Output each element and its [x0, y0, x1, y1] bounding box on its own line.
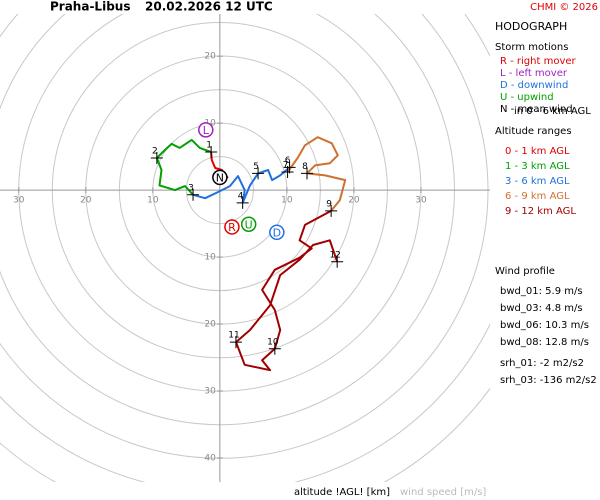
wind-trace	[235, 210, 339, 372]
height-label: 2	[152, 146, 158, 156]
x-tick-label: 20	[348, 196, 360, 206]
credit: CHMI © 2026	[530, 2, 598, 13]
legend-entry: 1 - 3 km AGL	[505, 161, 570, 172]
y-tick-label: 10	[204, 253, 216, 263]
height-marker	[281, 166, 294, 179]
height-marker	[325, 204, 338, 217]
x-tick-label: 30	[13, 196, 25, 206]
height-label: 3	[188, 183, 194, 193]
wind-profile-entry: bwd_03: 4.8 m/s	[500, 303, 583, 314]
legend-entry: 0 - 1 km AGL	[505, 146, 570, 157]
storm-motion-legend: N - mean wind	[500, 104, 573, 115]
x-tick-label: 10	[147, 196, 159, 206]
y-tick-label: 20	[204, 52, 216, 62]
height-label: 12	[329, 250, 340, 260]
height-label: 10	[267, 337, 279, 347]
height-marker	[187, 188, 200, 201]
chart-title: HODOGRAPH	[495, 20, 567, 33]
storm-motion-marker	[269, 224, 285, 241]
height-label: 8	[302, 162, 308, 172]
storm-motion-letter: L	[203, 124, 210, 137]
wind-profile-entry: bwd_08: 12.8 m/s	[500, 337, 589, 348]
station: Praha-Libus	[50, 0, 130, 14]
height-label: 1	[206, 140, 212, 150]
wind-trace	[155, 138, 212, 196]
storm-motion-legend: R - right mover	[500, 56, 577, 67]
altitude-title: Altitude ranges	[495, 126, 572, 137]
storm-motion-letter: D	[273, 226, 281, 239]
height-marker	[205, 145, 218, 158]
x-tick-label: 10	[281, 196, 293, 206]
x-tick-label: 30	[415, 196, 427, 206]
wind-profile-entry: srh_01: -2 m2/s2	[500, 358, 584, 369]
x-tick-label: 20	[80, 196, 92, 206]
wind-trace	[286, 136, 347, 212]
y-tick-label: 20	[204, 320, 216, 330]
wind-profile-title: Wind profile	[495, 266, 555, 277]
height-marker	[150, 151, 163, 164]
legend-entry: 9 - 12 km AGL	[505, 206, 576, 217]
height-marker	[229, 336, 242, 349]
storm-motion-legend: L - left mover	[500, 68, 568, 79]
height-marker	[301, 167, 314, 180]
wind-profile-entry: bwd_06: 10.3 m/s	[500, 320, 589, 331]
height-marker	[252, 167, 265, 180]
storm-motion-marker	[198, 122, 214, 138]
storm-motion-legend: D - downwind	[500, 80, 568, 91]
wind-profile-entry: bwd_01: 5.9 m/s	[500, 286, 583, 297]
wind-profile-entry: srh_03: -136 m2/s2	[500, 375, 597, 386]
plot-area	[0, 14, 490, 482]
height-label: 4	[238, 191, 244, 201]
storm-motion-letter: N	[216, 171, 224, 184]
y-tick-label: 30	[204, 386, 216, 396]
storm-motion-letter: U	[245, 218, 253, 231]
storm-motion-marker	[240, 216, 257, 233]
time: 20.02.2026 12 UTC	[145, 0, 273, 14]
height-label: 5	[253, 162, 259, 172]
legend-entry: 3 - 6 km AGL	[505, 176, 570, 187]
height-marker	[331, 255, 344, 268]
height-marker	[283, 161, 296, 174]
height-label: 6	[285, 156, 291, 166]
y-tick-label: 40	[204, 453, 216, 463]
storm-motion-letter: R	[228, 221, 236, 234]
y-axis-label: wind speed [m/s]	[400, 487, 486, 498]
legend-entry: 6 - 9 km AGL	[505, 191, 570, 202]
storm-motions-title: Storm motions	[495, 42, 568, 53]
storm-motion-legend: U - upwind	[500, 92, 554, 103]
storm-motion-marker	[224, 219, 240, 235]
height-label: 7	[283, 161, 289, 171]
grid-ring	[0, 387, 490, 482]
storm-motion-marker	[212, 169, 228, 186]
height-label: 9	[326, 199, 332, 209]
height-marker	[236, 196, 249, 209]
mean-wind-note: in 0 - 6 km AGL	[514, 106, 591, 117]
x-axis-label: altitude !AGL! [km]	[294, 487, 390, 498]
height-label: 11	[228, 331, 239, 341]
height-marker	[268, 342, 281, 355]
